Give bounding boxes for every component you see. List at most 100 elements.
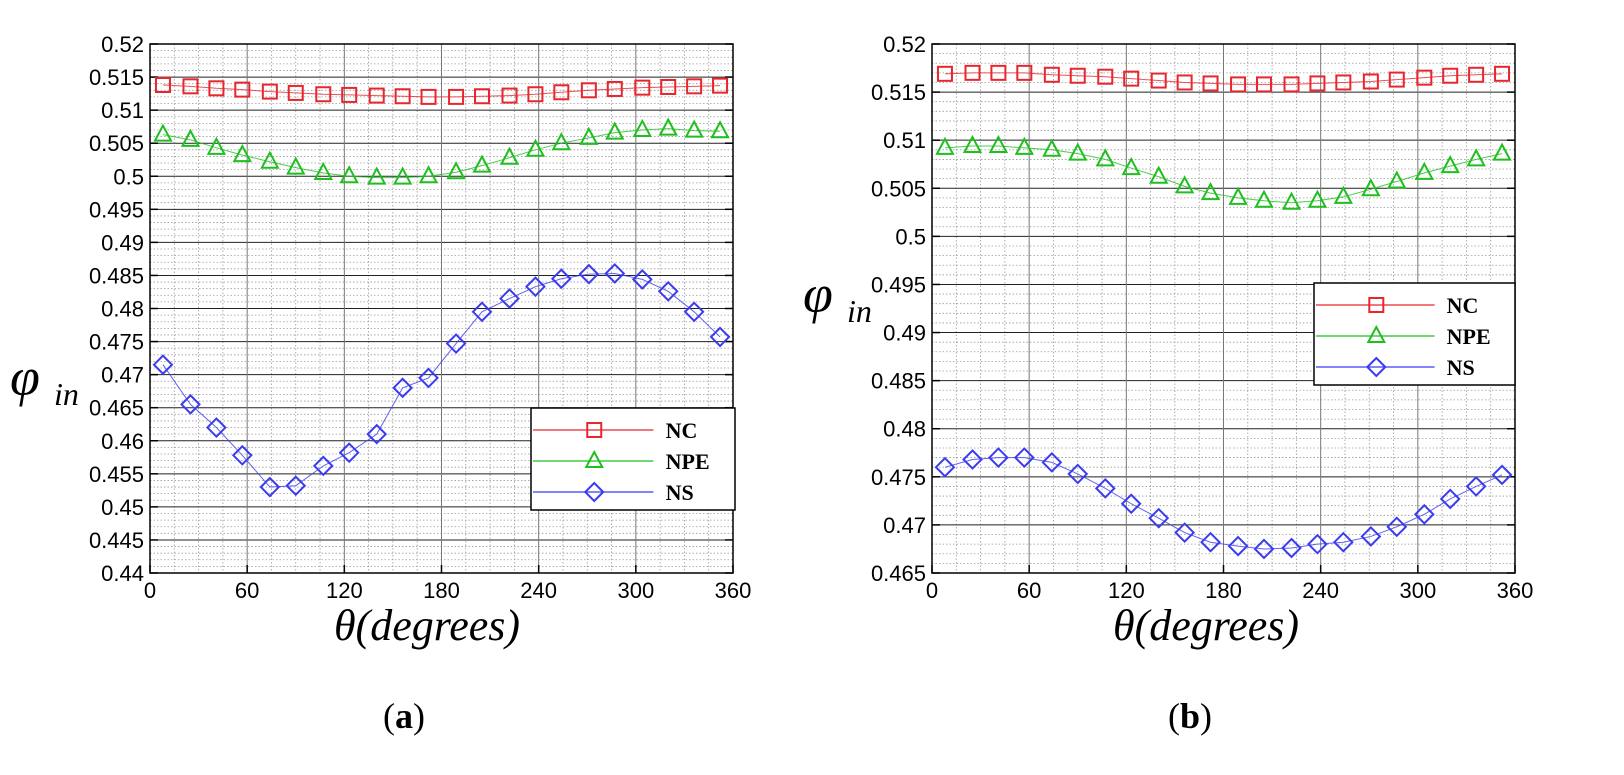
data-point-npe — [1042, 138, 1062, 157]
series-line-nc — [944, 72, 1503, 85]
data-point-npe — [260, 150, 280, 169]
data-point-nc — [1283, 76, 1300, 93]
data-point-ns — [285, 475, 307, 497]
data-point-nc — [686, 78, 703, 95]
legend: NC NPE NS — [1313, 282, 1516, 386]
y-tick-label: 0.505 — [89, 131, 144, 156]
x-tick-label: 60 — [1017, 578, 1041, 603]
data-point-npe — [988, 134, 1009, 153]
data-point-npe — [1466, 148, 1486, 167]
legend-label: NC — [666, 418, 698, 443]
series-line-npe — [162, 128, 721, 179]
x-tick-label: 0 — [144, 578, 156, 603]
legend-item-npe: NPE — [1316, 324, 1491, 349]
y-tick-label: 0.44 — [101, 561, 144, 586]
data-point-npe — [392, 166, 413, 185]
data-point-nc — [634, 79, 651, 96]
legend-item-nc: NC — [533, 418, 697, 443]
data-point-npe — [1492, 142, 1512, 161]
y-tick-label: 0.475 — [89, 330, 144, 355]
y-axis-title-symbol: φ — [803, 264, 833, 324]
y-tick-label: 0.455 — [89, 462, 144, 487]
series-ns — [152, 263, 731, 498]
data-point-npe — [1149, 165, 1169, 184]
data-point-nc — [368, 87, 385, 104]
data-point-nc — [473, 88, 490, 105]
data-point-npe — [1095, 148, 1115, 167]
legend-marker-npe — [584, 449, 604, 468]
y-axis-title-subscript: in — [847, 293, 872, 329]
data-point-nc — [660, 78, 677, 95]
data-point-nc — [182, 78, 199, 95]
data-point-nc — [1442, 67, 1459, 84]
data-point-npe — [525, 138, 546, 157]
legend-label: NS — [666, 480, 694, 505]
data-point-ns — [1200, 531, 1221, 553]
data-point-ns — [1120, 493, 1142, 515]
x-tick-label: 180 — [1205, 578, 1242, 603]
data-point-ns — [1307, 533, 1328, 555]
data-point-nc — [553, 84, 570, 101]
data-point-nc — [234, 81, 251, 98]
chart-panel-b: 0.465 0.47 0.475 0.48 0.485 0.49 0.495 0.5 0.505… — [803, 32, 1533, 736]
data-point-nc — [1123, 70, 1140, 87]
data-point-nc — [420, 88, 437, 105]
data-point-ns — [471, 301, 493, 323]
data-point-ns — [205, 417, 227, 438]
x-axis: 0 60 120 180 240 300 360 — [144, 565, 751, 603]
y-tick-label: 0.49 — [883, 321, 926, 346]
data-point-ns — [550, 268, 572, 290]
y-tick-label: 0.47 — [101, 363, 144, 388]
x-axis-title: θ(degrees) — [1113, 601, 1299, 650]
data-point-ns — [604, 263, 626, 284]
y-tick-label: 0.48 — [101, 297, 144, 322]
legend-marker-ns — [1365, 356, 1387, 378]
data-point-ns — [962, 449, 983, 470]
data-point-npe — [1414, 161, 1434, 180]
data-point-nc — [936, 65, 953, 82]
data-point-ns — [709, 326, 731, 348]
data-point-nc — [287, 84, 304, 101]
data-point-nc — [1202, 75, 1219, 92]
data-point-nc — [1043, 66, 1060, 83]
data-point-npe — [180, 128, 201, 147]
data-point-npe — [1333, 185, 1354, 204]
y-tick-label: 0.51 — [883, 128, 926, 153]
data-point-ns — [499, 288, 520, 309]
data-point-npe — [962, 134, 983, 153]
data-point-npe — [499, 146, 520, 165]
data-point-ns — [987, 447, 1009, 468]
data-point-npe — [684, 119, 704, 138]
data-point-npe — [1228, 186, 1248, 205]
y-tick-label: 0.52 — [883, 32, 926, 57]
series-line-npe — [944, 145, 1503, 204]
legend-label: NPE — [666, 449, 710, 474]
series-line-ns — [944, 457, 1503, 550]
y-tick-label: 0.505 — [871, 176, 926, 201]
data-point-ns — [418, 367, 439, 389]
y-tick-label: 0.5 — [895, 224, 926, 249]
data-point-npe — [551, 132, 572, 151]
legend-label: NS — [1447, 355, 1475, 380]
data-point-ns — [631, 268, 653, 290]
y-tick-label: 0.5 — [113, 164, 144, 189]
data-point-nc — [606, 80, 623, 97]
data-point-npe — [446, 161, 466, 180]
data-point-nc — [1468, 66, 1485, 83]
data-point-ns — [1148, 507, 1170, 529]
data-point-npe — [1014, 136, 1034, 155]
x-axis-title: θ(degrees) — [334, 601, 520, 650]
series-ns — [934, 447, 1513, 560]
data-point-nc — [1016, 64, 1033, 81]
data-point-ns — [392, 377, 414, 399]
data-point-nc — [964, 64, 981, 81]
legend-label: NC — [1447, 293, 1479, 318]
data-point-ns — [1174, 522, 1196, 544]
legend-marker-nc — [1368, 297, 1385, 313]
data-point-npe — [1440, 155, 1460, 174]
series-npe — [153, 117, 730, 185]
data-point-ns — [1253, 538, 1275, 560]
legend-marker-nc — [586, 422, 603, 438]
data-point-nc — [1494, 65, 1511, 82]
